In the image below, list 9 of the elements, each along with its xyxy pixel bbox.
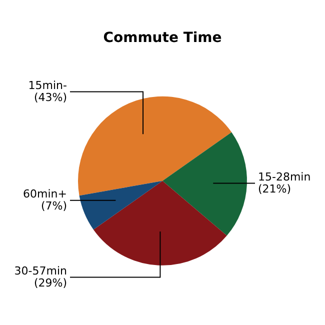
- data-label: (43%): [34, 91, 67, 104]
- data-label: (29%): [34, 276, 67, 290]
- slice-label: 15min-: [28, 79, 68, 92]
- chart-title: Commute Time: [103, 30, 222, 46]
- slice-label: 60min+: [23, 188, 67, 201]
- slice-label: 30-57min: [14, 264, 68, 278]
- slice-label: 15-28min: [258, 170, 311, 184]
- data-label: (21%): [258, 182, 292, 196]
- data-label: (7%): [40, 200, 67, 213]
